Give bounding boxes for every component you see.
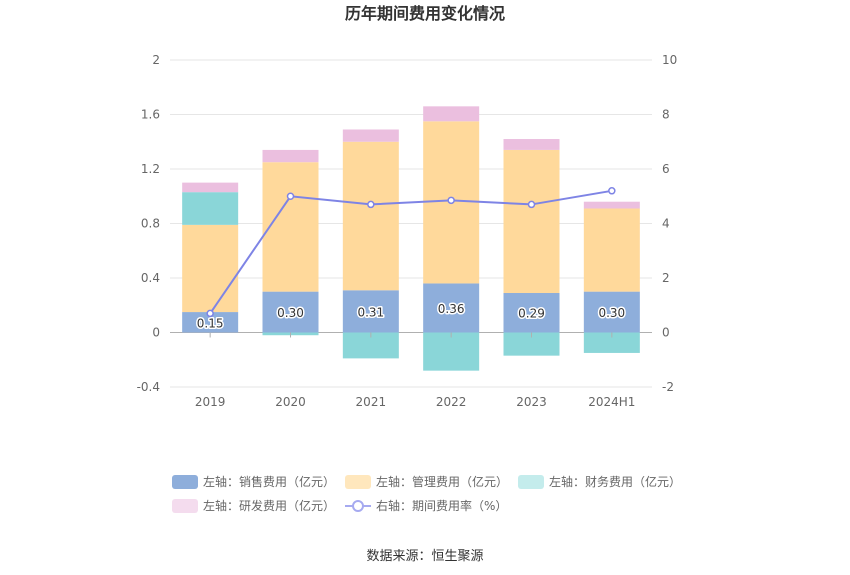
legend-swatch xyxy=(345,475,371,489)
bar-segment xyxy=(503,332,560,356)
legend-marker-swatch xyxy=(352,500,364,512)
rate-point xyxy=(447,196,455,205)
bar-segment xyxy=(182,312,239,333)
legend-label: 左轴：研发费用（亿元） xyxy=(203,498,335,513)
legend-label: 右轴：期间费用率（%） xyxy=(376,498,507,513)
x-tick-label: 2024H1 xyxy=(588,395,635,409)
legend: 左轴：销售费用（亿元） 左轴：管理费用（亿元） 左轴：财务费用（亿元） 左轴：研发费用… xyxy=(172,474,681,513)
y-left-tick-label: 1.2 xyxy=(141,162,160,176)
bar-segment xyxy=(262,291,319,333)
legend-swatch xyxy=(172,475,198,489)
legend-label: 左轴：财务费用（亿元） xyxy=(549,474,681,489)
bar-segment xyxy=(182,182,239,193)
y-right-tick-label: 8 xyxy=(662,108,670,122)
y-left-tick-label: -0.4 xyxy=(137,380,160,394)
grid-lines xyxy=(170,59,652,388)
bar-segment xyxy=(342,141,399,291)
bar-segment xyxy=(423,283,480,333)
y-right-tick-label: 10 xyxy=(662,53,677,67)
y-right-tick-label: 2 xyxy=(662,271,670,285)
bar-segment xyxy=(503,149,560,293)
y-left-tick-label: 0.4 xyxy=(141,271,160,285)
bar-segment xyxy=(262,162,319,292)
legend-item[interactable]: 右轴：期间费用率（%） xyxy=(345,498,507,513)
bar-segment xyxy=(423,106,480,122)
x-tick-label: 2021 xyxy=(356,395,387,409)
rate-point xyxy=(608,187,616,195)
legend-item[interactable]: 左轴：财务费用（亿元） xyxy=(518,474,681,489)
legend-label: 左轴：销售费用（亿元） xyxy=(203,474,335,489)
bar-segment xyxy=(583,201,640,209)
bar-segment xyxy=(583,208,640,292)
x-tick-label: 2023 xyxy=(516,395,547,409)
axes-group: -0.4 0 0.4 0.8 1.2 1.6 2 -2 0 2 4 6 8 10 2019 2020 2021 2… xyxy=(137,53,678,409)
data-label: 0.30 xyxy=(277,306,304,320)
data-label: 0.36 xyxy=(438,302,465,316)
legend-swatch xyxy=(172,499,198,513)
rate-line xyxy=(209,189,613,314)
bar-segment xyxy=(262,149,319,163)
rate-point xyxy=(527,200,536,209)
bar-segment xyxy=(503,139,560,150)
legend-item[interactable]: 左轴：销售费用（亿元） xyxy=(172,474,335,489)
y-left-tick-label: 0.8 xyxy=(141,217,160,231)
data-label: 0.29 xyxy=(518,307,545,321)
bar-segment xyxy=(182,224,239,313)
data-label: 0.30 xyxy=(598,306,625,320)
y-right-tick-label: 4 xyxy=(662,217,670,231)
x-tick-label: 2020 xyxy=(275,395,306,409)
data-label: 0.15 xyxy=(197,316,224,330)
rate-point xyxy=(286,192,295,200)
bar-segment xyxy=(583,291,640,333)
bar-segment xyxy=(583,332,640,353)
x-tick-label: 2022 xyxy=(436,395,467,409)
bar-segment xyxy=(503,292,560,333)
source-note: 数据来源：恒生聚源 xyxy=(366,549,483,564)
legend-label: 左轴：管理费用（亿元） xyxy=(376,474,508,489)
bar-segment xyxy=(423,332,480,371)
y-left-tick-label: 0 xyxy=(152,326,160,340)
legend-item[interactable]: 左轴：研发费用（亿元） xyxy=(172,498,335,513)
y-left-tick-label: 1.6 xyxy=(141,108,160,122)
legend-item[interactable]: 左轴：管理费用（亿元） xyxy=(345,474,508,489)
chart-title: 历年期间费用变化情况 xyxy=(345,4,505,23)
y-right-tick-label: -2 xyxy=(662,380,674,394)
rate-point xyxy=(367,200,375,209)
y-right-tick-label: 0 xyxy=(662,326,670,340)
bars-group xyxy=(182,106,640,371)
x-tick-label: 2019 xyxy=(195,395,226,409)
y-right-tick-label: 6 xyxy=(662,162,670,176)
bar-segment xyxy=(342,129,399,142)
line-series-group xyxy=(206,187,616,318)
legend-swatch xyxy=(518,475,544,489)
rate-point xyxy=(206,309,214,318)
bar-segment xyxy=(342,290,399,333)
data-label: 0.31 xyxy=(357,305,384,319)
y-left-tick-label: 2 xyxy=(152,53,160,67)
bar-segment xyxy=(182,192,239,225)
data-labels-group: 0.15 0.30 0.31 0.36 0.29 0.30 xyxy=(195,300,626,331)
